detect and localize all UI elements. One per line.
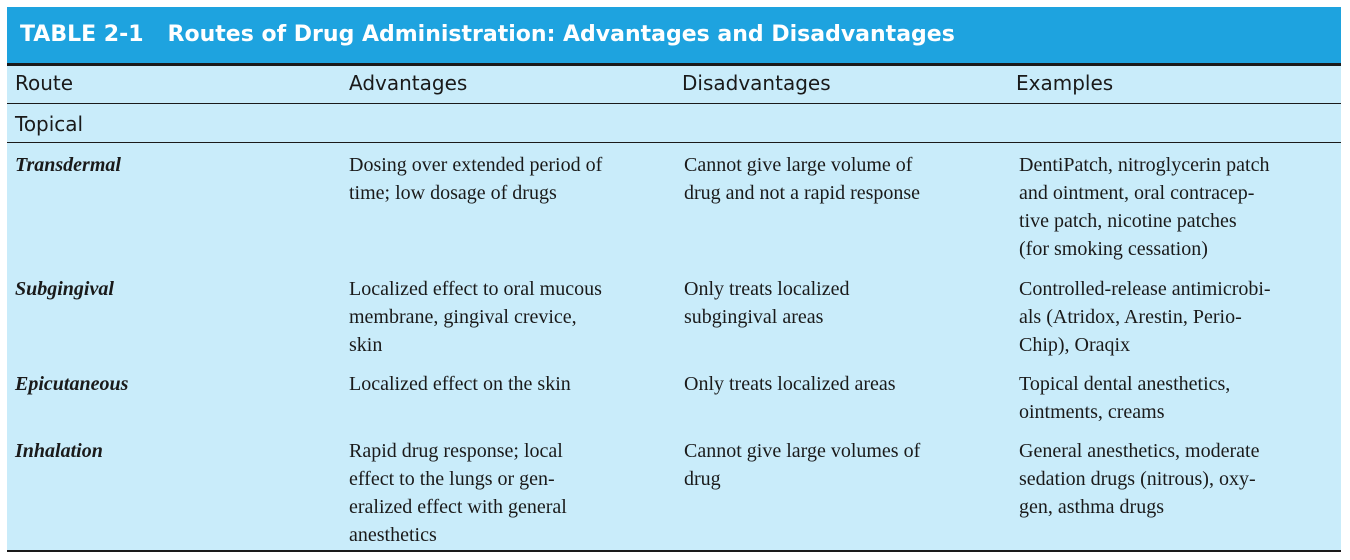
text-line: als (Atridox, Arestin, Perio- — [1019, 306, 1242, 328]
text-line: General anesthetics, moderate — [1019, 440, 1260, 462]
drug-routes-table: TABLE 2-1 Routes of Drug Administration: … — [7, 7, 1341, 552]
column-header-advantages: Advantages — [349, 71, 468, 95]
row-examples-epicutaneous: Topical dental anesthetics, ointments, c… — [1019, 370, 1339, 426]
section-rule — [7, 142, 1341, 143]
row-examples-inhalation: General anesthetics, moderate sedation d… — [1019, 437, 1339, 521]
text-line: time; low dosage of drugs — [349, 182, 557, 204]
text-line: Dosing over extended period of — [349, 154, 603, 176]
table-title-bar: TABLE 2-1 Routes of Drug Administration: … — [7, 7, 1341, 63]
text-line: Rapid drug response; local — [349, 440, 563, 462]
text-line: sedation drugs (nitrous), oxy- — [1019, 468, 1256, 490]
text-line: drug and not a rapid response — [684, 182, 921, 204]
row-disadvantages-transdermal: Cannot give large volume of drug and not… — [684, 151, 1002, 207]
text-line: anesthetics — [349, 524, 437, 546]
text-line: tive patch, nicotine patches — [1019, 210, 1237, 232]
title-rule — [7, 63, 1341, 66]
row-disadvantages-subgingival: Only treats localized subgingival areas — [684, 275, 1002, 331]
row-examples-transdermal: DentiPatch, nitroglycerin patch and oint… — [1019, 151, 1339, 263]
table-title: Routes of Drug Administration: Advantage… — [167, 22, 955, 47]
text-line: (for smoking cessation) — [1019, 238, 1208, 260]
bottom-rule — [7, 550, 1341, 552]
text-line: Localized effect to oral mucous — [349, 278, 602, 300]
text-line: subgingival areas — [684, 306, 824, 328]
text-line: gen, asthma drugs — [1019, 496, 1164, 518]
row-advantages-epicutaneous: Localized effect on the skin — [349, 370, 667, 398]
column-header-route: Route — [15, 71, 74, 95]
text-line: eralized effect with general — [349, 496, 567, 518]
text-line: and ointment, oral contracep- — [1019, 182, 1255, 204]
text-line: skin — [349, 334, 383, 356]
text-line: Only treats localized areas — [684, 373, 896, 395]
text-line: ointments, creams — [1019, 401, 1165, 423]
section-label-topical: Topical — [15, 112, 84, 136]
table-number: TABLE 2-1 — [20, 22, 144, 47]
text-line: drug — [684, 468, 721, 490]
row-advantages-subgingival: Localized effect to oral mucous membrane… — [349, 275, 667, 359]
row-route-transdermal: Transdermal — [15, 154, 121, 176]
row-route-subgingival: Subgingival — [15, 278, 114, 300]
text-line: Cannot give large volume of — [684, 154, 913, 176]
text-line: Controlled-release antimicrobi- — [1019, 278, 1271, 300]
text-line: Topical dental anesthetics, — [1019, 373, 1231, 395]
row-route-inhalation: Inhalation — [15, 440, 103, 462]
column-header-disadvantages: Disadvantages — [682, 71, 831, 95]
column-header-examples: Examples — [1016, 71, 1114, 95]
row-examples-subgingival: Controlled-release antimicrobi- als (Atr… — [1019, 275, 1339, 359]
text-line: Only treats localized — [684, 278, 850, 300]
row-advantages-transdermal: Dosing over extended period of time; low… — [349, 151, 667, 207]
text-line: Chip), Oraqix — [1019, 334, 1131, 356]
row-advantages-inhalation: Rapid drug response; local effect to the… — [349, 437, 667, 549]
text-line: membrane, gingival crevice, — [349, 306, 577, 328]
header-rule — [7, 103, 1341, 104]
text-line: DentiPatch, nitroglycerin patch — [1019, 154, 1270, 176]
text-line: Cannot give large volumes of — [684, 440, 921, 462]
row-disadvantages-inhalation: Cannot give large volumes of drug — [684, 437, 1002, 493]
row-route-epicutaneous: Epicutaneous — [15, 373, 129, 395]
text-line: Localized effect on the skin — [349, 373, 571, 395]
row-disadvantages-epicutaneous: Only treats localized areas — [684, 370, 1002, 398]
text-line: effect to the lungs or gen- — [349, 468, 555, 490]
